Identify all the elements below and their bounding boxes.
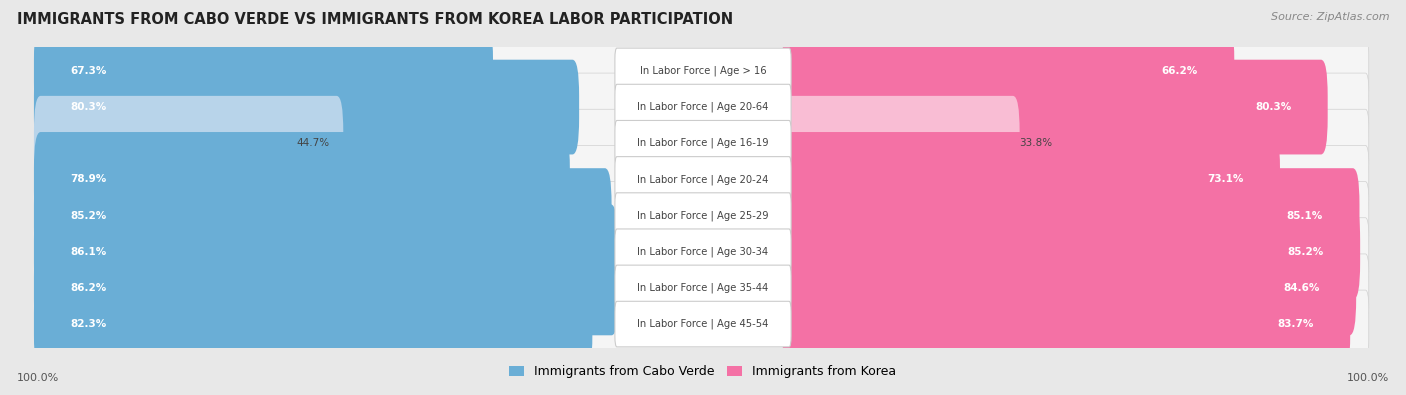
FancyBboxPatch shape	[614, 84, 792, 130]
FancyBboxPatch shape	[614, 48, 792, 94]
Text: In Labor Force | Age 20-64: In Labor Force | Age 20-64	[637, 102, 769, 112]
FancyBboxPatch shape	[783, 96, 1019, 191]
Text: 100.0%: 100.0%	[17, 373, 59, 383]
Text: 85.1%: 85.1%	[1286, 211, 1323, 220]
FancyBboxPatch shape	[37, 254, 1369, 322]
FancyBboxPatch shape	[34, 168, 612, 263]
Text: In Labor Force | Age 45-54: In Labor Force | Age 45-54	[637, 319, 769, 329]
FancyBboxPatch shape	[37, 290, 1369, 358]
FancyBboxPatch shape	[34, 60, 579, 154]
FancyBboxPatch shape	[37, 109, 1369, 177]
Text: 78.9%: 78.9%	[70, 175, 107, 184]
FancyBboxPatch shape	[34, 277, 592, 371]
Text: 82.3%: 82.3%	[70, 319, 107, 329]
Text: In Labor Force | Age 20-24: In Labor Force | Age 20-24	[637, 174, 769, 185]
Text: 67.3%: 67.3%	[70, 66, 107, 76]
FancyBboxPatch shape	[34, 204, 617, 299]
Text: IMMIGRANTS FROM CABO VERDE VS IMMIGRANTS FROM KOREA LABOR PARTICIPATION: IMMIGRANTS FROM CABO VERDE VS IMMIGRANTS…	[17, 12, 733, 27]
Text: 80.3%: 80.3%	[70, 102, 107, 112]
FancyBboxPatch shape	[783, 132, 1279, 227]
Text: In Labor Force | Age 25-29: In Labor Force | Age 25-29	[637, 210, 769, 221]
Text: 100.0%: 100.0%	[1347, 373, 1389, 383]
Text: 33.8%: 33.8%	[1019, 138, 1053, 148]
FancyBboxPatch shape	[614, 265, 792, 311]
FancyBboxPatch shape	[783, 204, 1360, 299]
FancyBboxPatch shape	[34, 96, 343, 191]
FancyBboxPatch shape	[614, 229, 792, 275]
FancyBboxPatch shape	[34, 24, 494, 118]
FancyBboxPatch shape	[37, 182, 1369, 250]
FancyBboxPatch shape	[783, 277, 1350, 371]
FancyBboxPatch shape	[37, 73, 1369, 141]
Text: 73.1%: 73.1%	[1208, 175, 1243, 184]
Legend: Immigrants from Cabo Verde, Immigrants from Korea: Immigrants from Cabo Verde, Immigrants f…	[505, 360, 901, 384]
FancyBboxPatch shape	[34, 241, 619, 335]
Text: In Labor Force | Age > 16: In Labor Force | Age > 16	[640, 66, 766, 76]
Text: 86.1%: 86.1%	[70, 247, 107, 257]
FancyBboxPatch shape	[614, 120, 792, 166]
Text: 85.2%: 85.2%	[70, 211, 107, 220]
Text: 80.3%: 80.3%	[1256, 102, 1291, 112]
FancyBboxPatch shape	[783, 241, 1357, 335]
Text: In Labor Force | Age 35-44: In Labor Force | Age 35-44	[637, 283, 769, 293]
FancyBboxPatch shape	[783, 168, 1360, 263]
Text: 44.7%: 44.7%	[297, 138, 330, 148]
Text: 66.2%: 66.2%	[1161, 66, 1198, 76]
Text: In Labor Force | Age 16-19: In Labor Force | Age 16-19	[637, 138, 769, 149]
FancyBboxPatch shape	[783, 60, 1327, 154]
FancyBboxPatch shape	[34, 132, 569, 227]
FancyBboxPatch shape	[783, 24, 1234, 118]
Text: 83.7%: 83.7%	[1278, 319, 1313, 329]
Text: In Labor Force | Age 30-34: In Labor Force | Age 30-34	[637, 246, 769, 257]
FancyBboxPatch shape	[37, 37, 1369, 105]
Text: 86.2%: 86.2%	[70, 283, 107, 293]
Text: Source: ZipAtlas.com: Source: ZipAtlas.com	[1271, 12, 1389, 22]
FancyBboxPatch shape	[614, 157, 792, 202]
FancyBboxPatch shape	[614, 301, 792, 347]
Text: 84.6%: 84.6%	[1284, 283, 1320, 293]
FancyBboxPatch shape	[37, 145, 1369, 213]
Text: 85.2%: 85.2%	[1288, 247, 1323, 257]
FancyBboxPatch shape	[614, 193, 792, 238]
FancyBboxPatch shape	[37, 218, 1369, 286]
